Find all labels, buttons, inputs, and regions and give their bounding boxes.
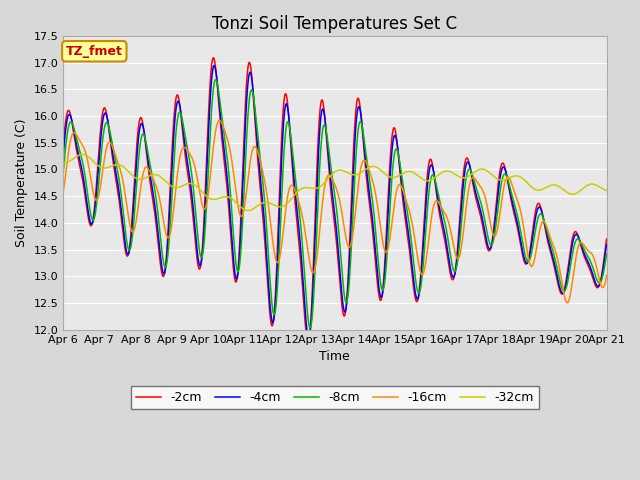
-32cm [317, 183, 324, 189]
-16cm [60, 190, 67, 195]
-4cm [580, 250, 588, 255]
Legend: -2cm, -4cm, -8cm, -16cm, -32cm: -2cm, -4cm, -8cm, -16cm, -32cm [131, 386, 539, 409]
-4cm [457, 215, 465, 221]
-2cm [209, 55, 217, 60]
-2cm [457, 205, 465, 211]
-4cm [603, 241, 611, 247]
-16cm [456, 250, 464, 255]
Line: -4cm: -4cm [63, 66, 607, 337]
-2cm [60, 144, 67, 149]
-16cm [603, 273, 611, 278]
-2cm [580, 252, 588, 258]
-4cm [472, 191, 479, 196]
-8cm [573, 236, 581, 242]
Y-axis label: Soil Temperature (C): Soil Temperature (C) [15, 119, 28, 247]
-32cm [79, 152, 86, 157]
-4cm [244, 81, 252, 86]
-4cm [317, 118, 324, 124]
-32cm [603, 188, 611, 193]
-2cm [573, 230, 581, 236]
-32cm [573, 190, 581, 196]
-8cm [317, 151, 324, 156]
-32cm [60, 159, 67, 165]
-16cm [317, 220, 324, 226]
Line: -16cm: -16cm [63, 120, 607, 303]
-4cm [305, 335, 312, 340]
Title: Tonzi Soil Temperatures Set C: Tonzi Soil Temperatures Set C [212, 15, 458, 33]
-8cm [580, 246, 588, 252]
-8cm [60, 170, 67, 176]
-8cm [244, 114, 252, 120]
-8cm [603, 251, 611, 257]
-8cm [472, 184, 479, 190]
-2cm [603, 236, 611, 242]
-2cm [472, 195, 479, 201]
-32cm [244, 208, 252, 214]
Line: -2cm: -2cm [63, 58, 607, 342]
-32cm [244, 208, 252, 214]
-8cm [306, 325, 314, 331]
-2cm [317, 103, 324, 108]
-32cm [472, 168, 479, 174]
-4cm [60, 153, 67, 159]
-16cm [472, 177, 479, 183]
-32cm [580, 185, 588, 191]
-16cm [563, 300, 571, 306]
-8cm [212, 77, 220, 83]
Line: -8cm: -8cm [63, 80, 607, 328]
-32cm [457, 174, 465, 180]
-2cm [304, 339, 312, 345]
-16cm [573, 248, 581, 254]
Text: TZ_fmet: TZ_fmet [66, 45, 123, 58]
-8cm [457, 231, 465, 237]
-16cm [216, 118, 223, 123]
X-axis label: Time: Time [319, 350, 350, 363]
-16cm [580, 242, 588, 248]
-16cm [244, 177, 252, 183]
-4cm [573, 232, 581, 238]
-4cm [211, 63, 218, 69]
-2cm [244, 65, 252, 71]
Line: -32cm: -32cm [63, 155, 607, 211]
